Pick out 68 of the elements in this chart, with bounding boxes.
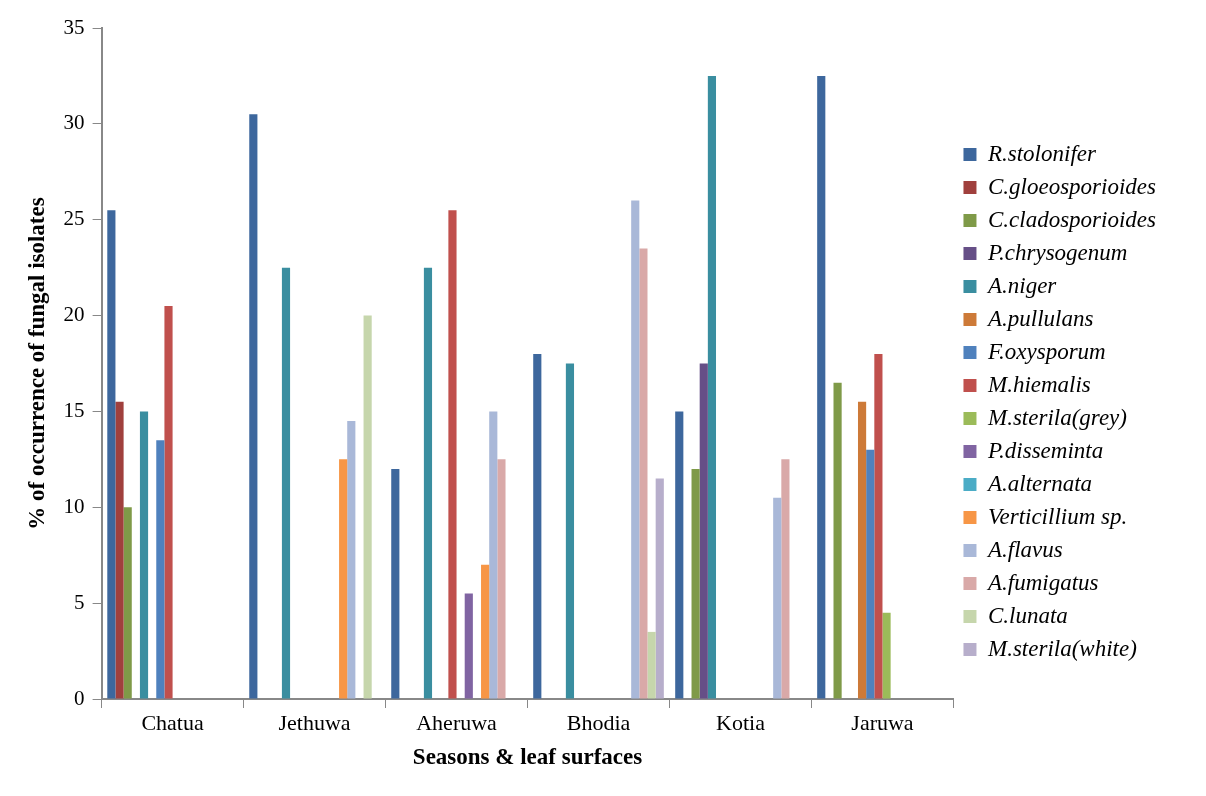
legend-label: F.oxysporum — [986, 338, 1106, 364]
legend-label: A.alternata — [985, 470, 1093, 496]
y-tick-label: 35 — [63, 14, 85, 39]
y-tick-label: 20 — [63, 302, 85, 327]
bar — [675, 411, 684, 699]
bar — [347, 421, 356, 699]
bar — [497, 459, 506, 699]
bar — [647, 631, 656, 699]
y-tick-label: 15 — [63, 397, 85, 422]
y-axis-title: % of occurrence of fungal isolates — [23, 197, 49, 530]
legend-label: R.stolonifer — [986, 140, 1097, 166]
bar — [833, 382, 842, 699]
legend-label: C.cladosporioides — [987, 206, 1157, 232]
bar — [423, 267, 433, 699]
bar — [773, 497, 782, 699]
bar — [123, 507, 132, 699]
bar — [533, 353, 542, 699]
legend-label: Verticillium sp. — [987, 503, 1128, 529]
bar — [639, 248, 648, 699]
bar — [655, 478, 664, 699]
x-tick-label: Chatua — [141, 709, 204, 735]
x-tick-label: Jaruwa — [851, 709, 914, 735]
bar — [115, 401, 124, 699]
legend-label: M.sterila(white) — [986, 635, 1137, 661]
bar — [781, 459, 790, 699]
bar — [249, 114, 258, 699]
legend-label: A.fumigatus — [985, 569, 1099, 595]
y-tick-label: 30 — [63, 110, 85, 135]
bar — [139, 411, 149, 699]
bar — [156, 440, 165, 699]
bar — [707, 75, 717, 699]
y-tick-label: 5 — [74, 589, 85, 614]
bar — [481, 564, 490, 699]
bar — [817, 75, 826, 699]
bar — [691, 468, 700, 699]
bar — [699, 363, 708, 699]
legend-label: A.flavus — [985, 536, 1063, 562]
legend-label: C.lunata — [987, 602, 1068, 628]
x-tick-label: Kotia — [716, 709, 766, 735]
bar — [882, 612, 891, 699]
y-tick-label: 25 — [63, 206, 85, 231]
bar — [164, 305, 173, 699]
x-tick-label: Bhodia — [566, 709, 631, 735]
legend-label: P.disseminta — [986, 437, 1104, 463]
bar — [464, 593, 473, 699]
legend-label: C.gloeosporioides — [987, 173, 1157, 199]
bar — [107, 210, 116, 699]
bar — [874, 353, 883, 699]
bar — [565, 363, 575, 699]
x-tick-label: Jethuwa — [278, 709, 351, 735]
x-tick-label: Aheruwa — [416, 709, 498, 735]
x-axis-title: Seasons & leaf surfaces — [412, 744, 643, 770]
y-tick-label: 10 — [63, 493, 85, 518]
bar — [857, 401, 867, 699]
bar — [866, 449, 875, 699]
y-tick-label: 0 — [74, 685, 85, 710]
bar — [391, 468, 400, 699]
legend-label: M.sterila(grey) — [986, 404, 1127, 430]
bar — [363, 315, 372, 699]
legend-label: A.pullulans — [985, 305, 1094, 331]
bar — [489, 411, 498, 699]
bar — [339, 459, 348, 699]
bar — [631, 200, 640, 699]
legend-label: P.chrysogenum — [986, 239, 1128, 265]
bar — [448, 210, 457, 699]
legend-label: A.niger — [985, 272, 1058, 298]
bar — [281, 267, 291, 699]
legend-label: M.hiemalis — [986, 371, 1091, 397]
